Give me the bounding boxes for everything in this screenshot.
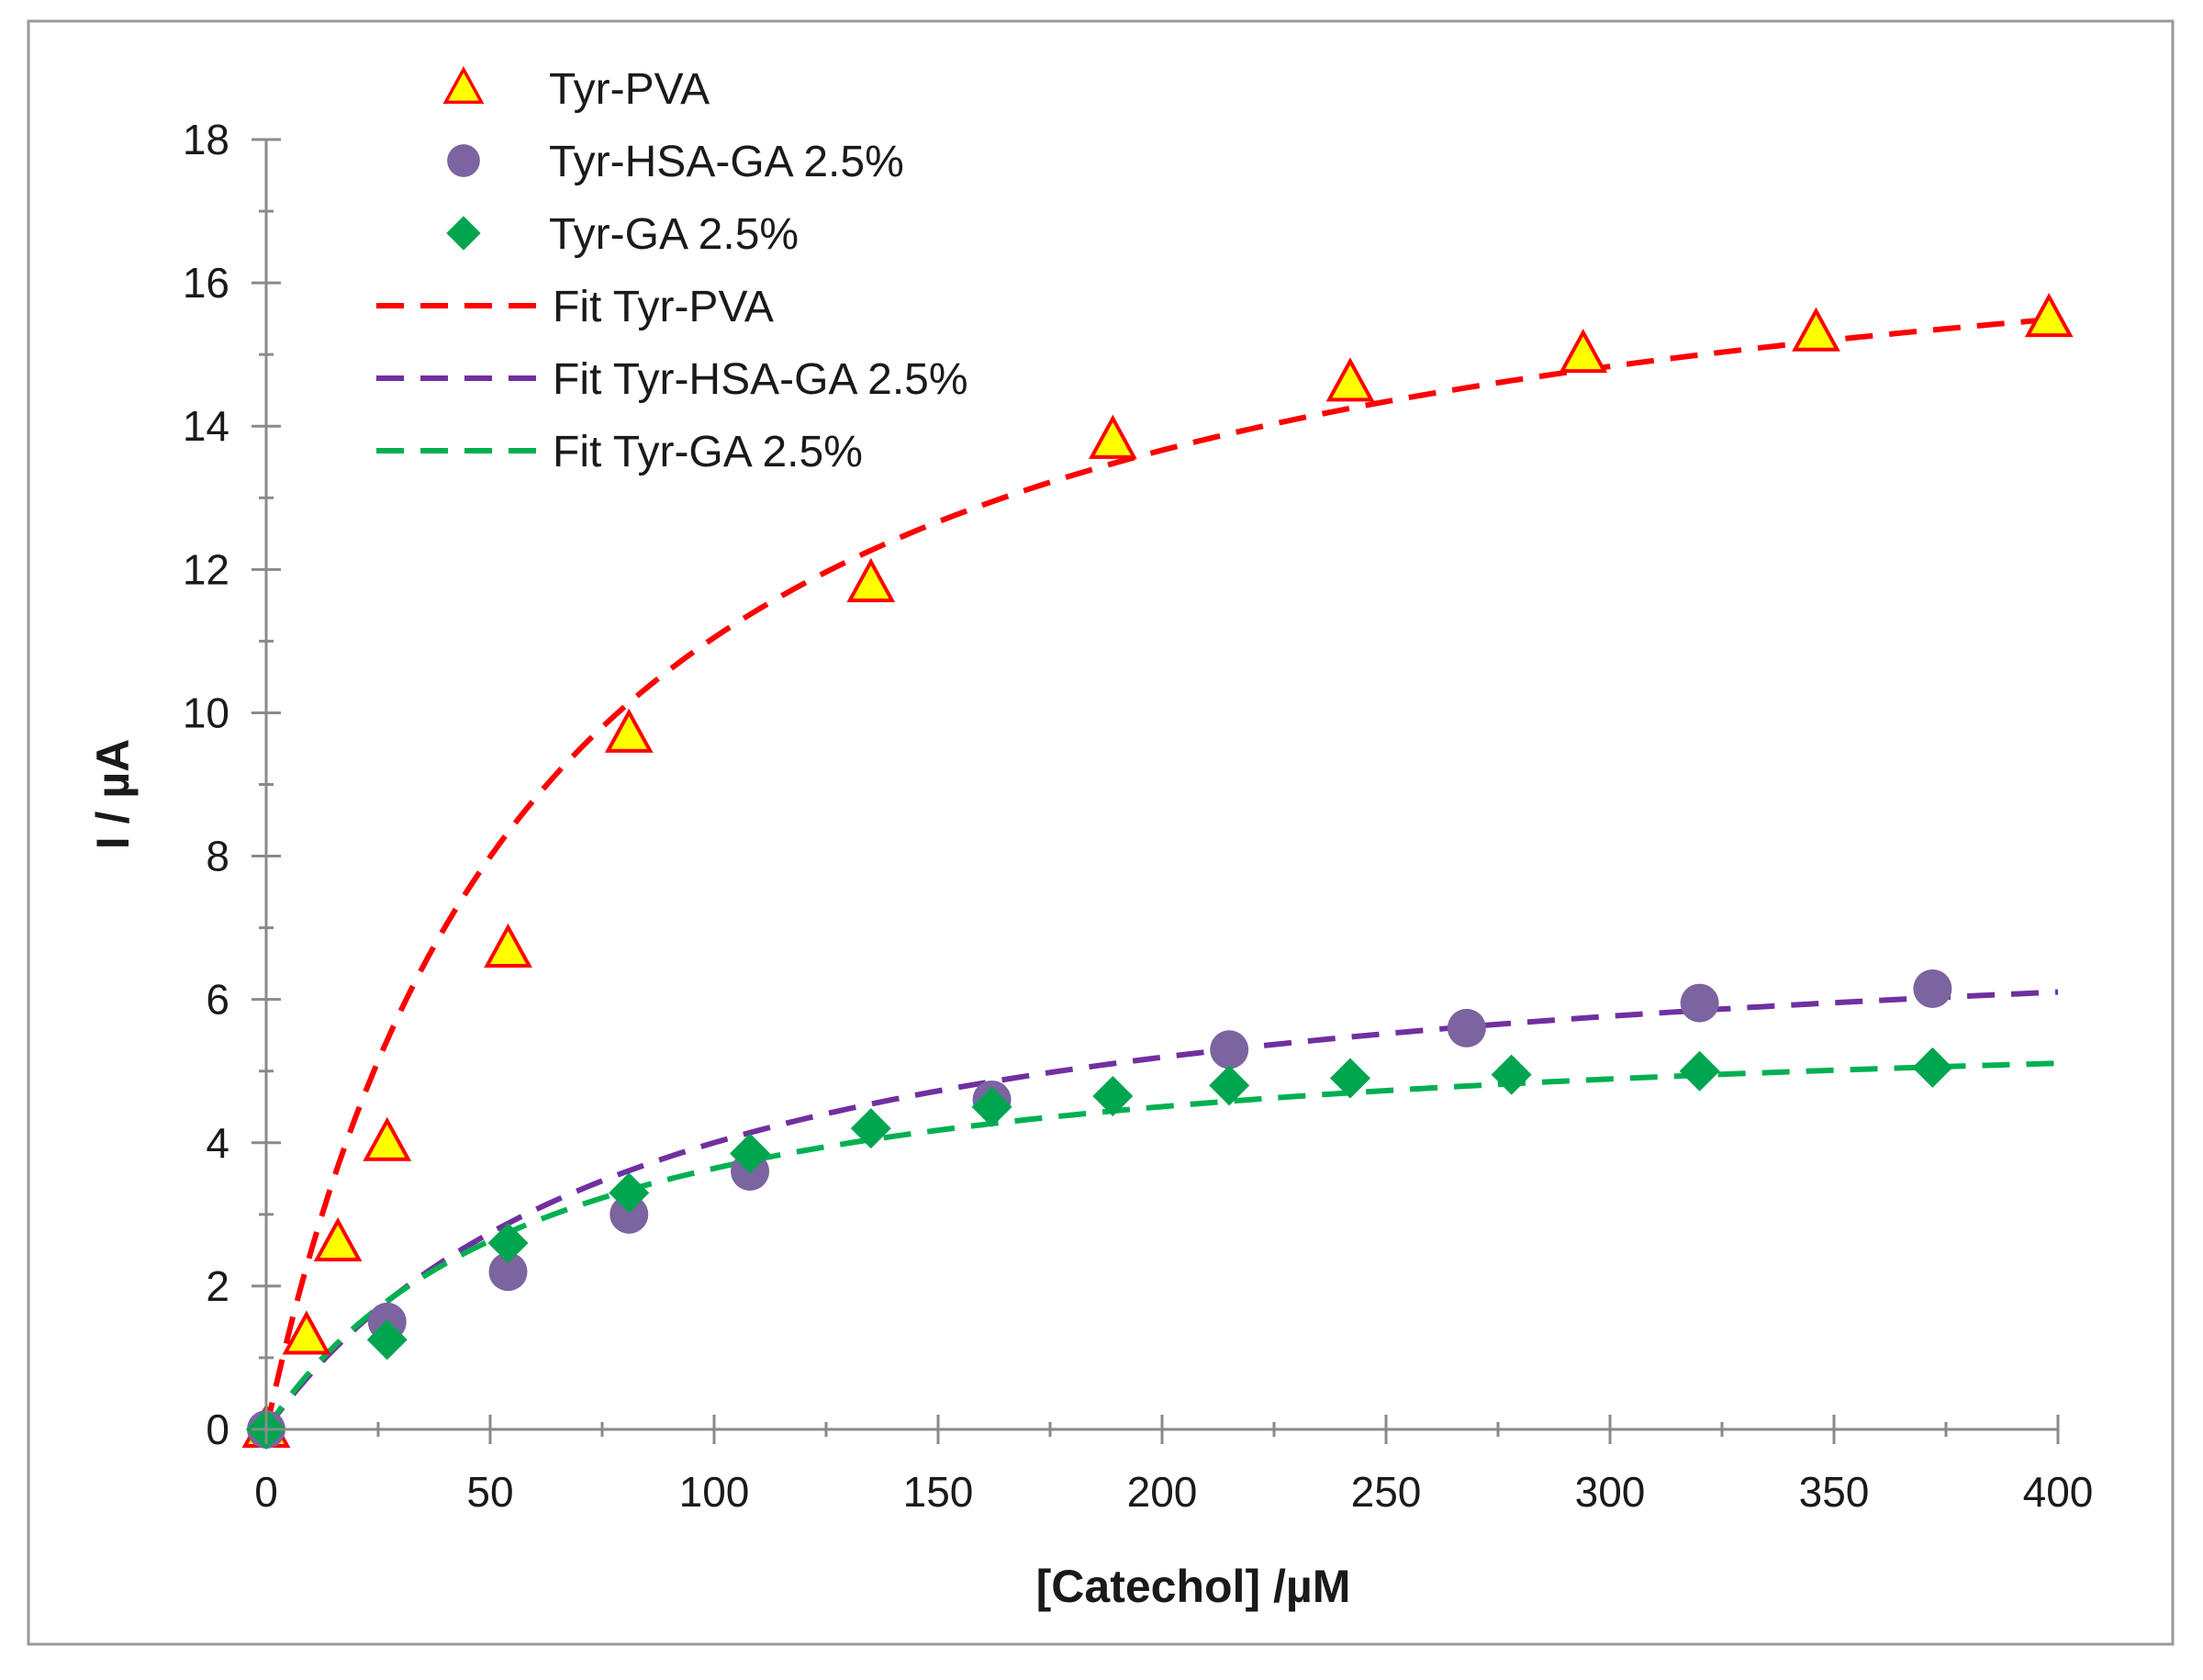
fit-line-fit-tyr-pva	[263, 316, 2059, 1430]
data-point-tyr-pva	[846, 557, 896, 602]
legend-entry-tyr-ga-2-5-: Tyr-GA 2.5%	[446, 210, 799, 259]
figure-border	[27, 19, 2175, 1646]
data-point-tyr-ga-2-5-	[850, 1108, 891, 1149]
y-tick-label: 14	[183, 402, 229, 450]
data-point-tyr-pva	[2024, 292, 2074, 338]
data-point-tyr-pva	[1088, 414, 1137, 459]
x-tick-label: 50	[466, 1468, 513, 1516]
legend-entry-fit-tyr-ga-2-5-: Fit Tyr-GA 2.5%	[376, 428, 863, 476]
data-point-tyr-ga-2-5-	[971, 1086, 1012, 1127]
fit-line-fit-tyr-ga-2-5-	[263, 1060, 2059, 1431]
legend-marker-tyr-ga-2-5-	[446, 216, 481, 251]
x-tick-label: 250	[1351, 1468, 1422, 1516]
data-point-tyr-hsa-ga-2-5-	[609, 1194, 649, 1234]
data-point-tyr-pva	[1559, 329, 1608, 374]
axes: 0 2 4 6 8 10 12 14 16 18 0 50 100 150 200 250 300 350 400	[183, 116, 2094, 1516]
data-point-tyr-ga-2-5-	[730, 1133, 771, 1174]
legend-label: Tyr-HSA-GA 2.5%	[549, 138, 904, 186]
x-tick-label: 300	[1575, 1468, 1646, 1516]
legend: Tyr-PVA Tyr-HSA-GA 2.5% Tyr-GA 2.5% Fit Tyr…	[376, 65, 968, 476]
legend-label: Tyr-GA 2.5%	[549, 210, 799, 259]
y-tick-label: 0	[206, 1406, 229, 1453]
legend-label: Fit Tyr-PVA	[553, 283, 774, 331]
data-point-tyr-pva	[604, 708, 654, 753]
x-tick-label: 0	[254, 1468, 278, 1516]
fit-line-fit-tyr-hsa-ga-2-5-	[263, 989, 2059, 1431]
data-point-tyr-pva	[313, 1216, 363, 1262]
legend-entry-fit-tyr-pva: Fit Tyr-PVA	[376, 283, 774, 331]
x-tick-label: 200	[1127, 1468, 1198, 1516]
data-point-tyr-hsa-ga-2-5-	[1447, 1008, 1486, 1047]
data-point-tyr-pva	[282, 1310, 331, 1355]
data-point-tyr-ga-2-5-	[1329, 1058, 1370, 1099]
data-point-tyr-hsa-ga-2-5-	[488, 1252, 528, 1292]
data-point-tyr-ga-2-5-	[1679, 1050, 1720, 1092]
data-point-tyr-hsa-ga-2-5-	[1680, 983, 1719, 1023]
data-points	[241, 292, 2074, 1450]
data-point-tyr-ga-2-5-	[1491, 1054, 1532, 1095]
y-tick-label: 12	[183, 545, 229, 593]
x-tick-label: 350	[1799, 1468, 1870, 1516]
x-tick-label: 150	[903, 1468, 974, 1516]
y-tick-label: 18	[183, 116, 229, 163]
data-point-tyr-pva	[1325, 357, 1375, 402]
legend-label: Fit Tyr-GA 2.5%	[553, 428, 863, 476]
data-point-tyr-hsa-ga-2-5-	[1210, 1030, 1249, 1070]
x-tick-label: 100	[679, 1468, 750, 1516]
data-point-tyr-hsa-ga-2-5-	[1913, 969, 1952, 1008]
y-tick-label: 10	[183, 689, 229, 736]
legend-label: Tyr-PVA	[549, 65, 710, 114]
y-tick-label: 8	[206, 833, 229, 880]
data-point-tyr-ga-2-5-	[609, 1172, 650, 1214]
data-point-tyr-pva	[484, 923, 532, 969]
y-tick-label: 2	[206, 1262, 229, 1310]
legend-marker-tyr-hsa-ga-2-5-	[447, 144, 480, 177]
data-point-tyr-ga-2-5-	[366, 1319, 408, 1361]
legend-entry-tyr-hsa-ga-2-5-: Tyr-HSA-GA 2.5%	[447, 138, 904, 186]
y-tick-label: 16	[183, 259, 229, 307]
data-point-tyr-ga-2-5-	[1092, 1076, 1134, 1117]
data-point-tyr-pva	[1792, 307, 1840, 352]
x-tick-label: 400	[2023, 1468, 2094, 1516]
y-tick-label: 4	[206, 1119, 229, 1167]
data-point-tyr-ga-2-5-	[487, 1223, 529, 1264]
data-point-tyr-pva	[363, 1116, 412, 1161]
y-axis-title: I / µA	[87, 739, 139, 849]
data-point-tyr-ga-2-5-	[1912, 1047, 1953, 1088]
x-axis-title: [Catechol] /µM	[1036, 1561, 1351, 1612]
legend-entry-fit-tyr-hsa-ga-2-5-: Fit Tyr-HSA-GA 2.5%	[376, 355, 968, 404]
legend-label: Fit Tyr-HSA-GA 2.5%	[553, 355, 968, 404]
legend-entry-tyr-pva: Tyr-PVA	[442, 65, 710, 114]
legend-marker-tyr-pva	[442, 66, 485, 105]
fit-lines	[263, 316, 2059, 1431]
data-point-tyr-ga-2-5-	[1209, 1065, 1250, 1106]
y-tick-label: 6	[206, 976, 229, 1024]
